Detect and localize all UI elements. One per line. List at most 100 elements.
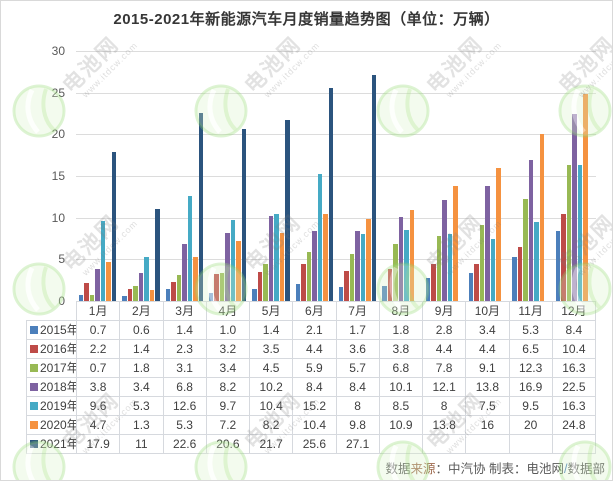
- series-name: 2015年: [40, 323, 77, 337]
- plot-area: [76, 51, 596, 302]
- bar-group-6月: [293, 51, 336, 301]
- y-tick-label: 25: [51, 85, 65, 100]
- y-tick-label: 15: [51, 169, 65, 183]
- bar-2019年-11月: [534, 221, 539, 301]
- value-cell: 21.7: [248, 434, 294, 454]
- value-cell: 1.4: [162, 320, 207, 340]
- value-cell: 9.8: [335, 415, 380, 435]
- value-cell: 3.1: [162, 358, 207, 378]
- month-header: 4月: [205, 301, 251, 321]
- y-tick-label: 30: [51, 44, 65, 58]
- bar-2017年-8月: [393, 244, 398, 301]
- bar-2017年-12月: [566, 165, 572, 301]
- bar-2017年-9月: [436, 236, 442, 301]
- bar-2016年-7月: [344, 271, 349, 301]
- value-cell: 8.4: [335, 377, 380, 397]
- bar-group-7月: [336, 51, 379, 301]
- value-cell: 3.5: [248, 339, 294, 359]
- value-cell: [378, 434, 424, 454]
- value-cell: 10.9: [378, 415, 424, 435]
- value-cell: 16.9: [508, 377, 553, 397]
- legend-swatch: [30, 401, 38, 410]
- value-cell: 12.6: [162, 396, 207, 416]
- month-header: 8月: [378, 301, 424, 321]
- series-label-cell: 2016年: [26, 339, 77, 359]
- bar-2016年-11月: [517, 246, 523, 301]
- table-row: 2019年 9.6 5.3 12.6 9.7 10.4 15.2 8 8.5 8 7.5 9.5 16.…: [26, 396, 597, 416]
- series-name: 2018年: [40, 380, 77, 394]
- gridline: [76, 92, 596, 94]
- bar-2018年-4月: [225, 232, 230, 301]
- value-cell: 0.6: [119, 320, 164, 340]
- value-cell: 3.4: [205, 358, 251, 378]
- value-cell: [421, 434, 467, 454]
- source-note: 数据来源：中汽协 制表：电池网/数据部: [385, 458, 605, 477]
- bar-group-8月: [379, 51, 422, 301]
- source-slash: /: [564, 462, 568, 476]
- bar-2021年-2月: [155, 209, 160, 301]
- bar-2018年-2月: [138, 272, 144, 301]
- bar-2016年-10月: [474, 264, 479, 301]
- source-prefix: 数据: [385, 462, 411, 476]
- bar-2020年-8月: [409, 210, 415, 301]
- value-cell: 4.4: [421, 339, 467, 359]
- value-cell: 9.6: [75, 396, 121, 416]
- bar-group-11月: [509, 51, 552, 301]
- bar-2020年-9月: [453, 186, 458, 301]
- bar-2016年-12月: [561, 214, 566, 301]
- source-middle: ：中汽协 制表：电池网: [435, 462, 564, 476]
- value-cell: 3.6: [335, 339, 380, 359]
- bar-2021年-4月: [241, 129, 247, 301]
- bar-2015年-4月: [208, 292, 214, 301]
- series-label-cell: 2021年: [26, 434, 77, 454]
- bar-2015年-12月: [555, 231, 561, 301]
- value-cell: 8.2: [205, 377, 251, 397]
- legend-swatch: [30, 420, 38, 429]
- bar-2021年-6月: [328, 87, 334, 301]
- value-cell: 5.3: [508, 320, 553, 340]
- value-cell: 15.2: [292, 396, 337, 416]
- month-header: 12月: [551, 301, 597, 321]
- value-cell: 3.8: [378, 339, 424, 359]
- bar-2015年-7月: [338, 286, 344, 301]
- value-cell: 7.5: [465, 396, 510, 416]
- value-cell: 5.3: [162, 415, 207, 435]
- bar-2020年-10月: [496, 167, 501, 301]
- bar-2018年-1月: [95, 269, 100, 301]
- legend-swatch: [30, 325, 38, 334]
- value-cell: [465, 434, 510, 454]
- bar-2018年-3月: [182, 244, 187, 301]
- value-cell: 2.8: [421, 320, 467, 340]
- value-cell: 9.1: [465, 358, 510, 378]
- bar-2015年-8月: [382, 286, 387, 301]
- month-header: 6月: [292, 301, 337, 321]
- source-suffix: 数据部: [567, 462, 605, 476]
- value-cell: 24.8: [551, 415, 597, 435]
- bar-2019年-10月: [490, 238, 496, 301]
- bar-2015年-3月: [165, 289, 171, 301]
- value-cell: 27.1: [335, 434, 380, 454]
- table-row: 2020年 4.7 1.3 5.3 7.2 8.2 10.4 9.8 10.9 13.8 16 20 2…: [26, 415, 597, 435]
- table-row: 2016年 2.2 1.4 2.3 3.2 3.5 4.4 3.6 3.8 4.4 4.4 6.5 10…: [26, 339, 597, 359]
- value-cell: 22.5: [551, 377, 597, 397]
- bar-2015年-2月: [122, 296, 127, 301]
- value-cell: 10.4: [551, 339, 597, 359]
- series-label-cell: 2015年: [26, 320, 77, 340]
- value-cell: 25.6: [292, 434, 337, 454]
- bar-2019年-3月: [187, 196, 193, 301]
- bar-2017年-11月: [523, 198, 528, 301]
- value-cell: 7.2: [205, 415, 251, 435]
- legend-swatch: [30, 363, 38, 372]
- value-cell: [508, 434, 553, 454]
- value-cell: 4.4: [292, 339, 337, 359]
- value-cell: 6.8: [162, 377, 207, 397]
- month-header: 3月: [162, 301, 207, 321]
- legend-swatch: [30, 344, 38, 353]
- value-cell: 7.8: [421, 358, 467, 378]
- bar-2018年-12月: [572, 113, 577, 301]
- bar-2018年-6月: [312, 231, 317, 301]
- bar-2019年-5月: [274, 214, 279, 301]
- series-name: 2021年: [40, 437, 77, 451]
- value-cell: 8: [335, 396, 380, 416]
